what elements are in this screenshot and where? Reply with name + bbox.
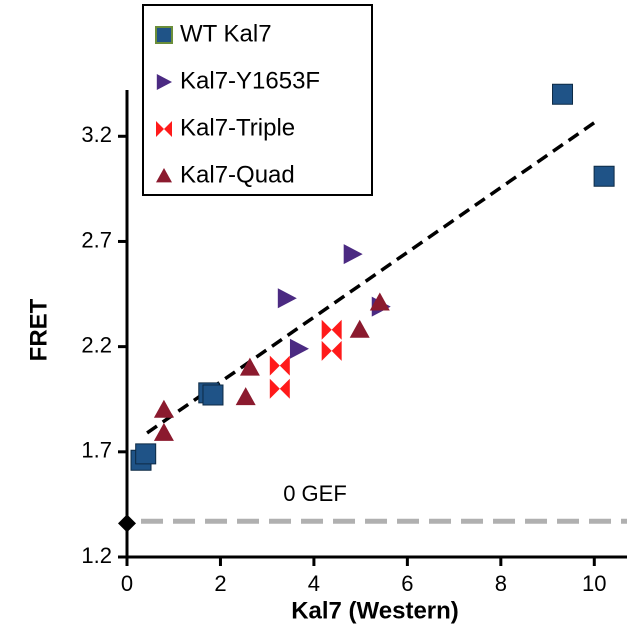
y-tick-label: 2.7 <box>81 227 112 252</box>
x-tick-label: 8 <box>495 571 507 596</box>
legend-label: Kal7-Triple <box>180 114 295 141</box>
legend-marker <box>155 26 173 44</box>
point <box>269 378 290 399</box>
point <box>343 244 363 265</box>
legend-box <box>142 4 373 196</box>
zero-point <box>118 514 136 533</box>
legend-label: Kal7-Y1653F <box>180 67 320 94</box>
point <box>153 399 174 418</box>
legend-marker <box>156 74 172 90</box>
point <box>153 422 174 441</box>
legend-marker <box>156 168 172 183</box>
y-tick-label: 1.7 <box>81 438 112 463</box>
reference-label: 0 GEF <box>283 481 347 506</box>
y-axis-title: FRET <box>25 298 52 361</box>
point <box>277 288 297 309</box>
y-tick-label: 2.2 <box>81 332 112 357</box>
point <box>202 384 224 406</box>
point <box>349 319 370 338</box>
point <box>269 355 290 376</box>
point <box>235 387 256 406</box>
x-tick-label: 6 <box>401 571 413 596</box>
x-axis-title: Kal7 (Western) <box>291 597 459 624</box>
x-tick-label: 2 <box>214 571 226 596</box>
legend-label: Kal7-Quad <box>180 161 295 188</box>
point <box>135 443 157 465</box>
legend-marker <box>156 121 172 137</box>
point <box>369 292 390 311</box>
point <box>239 357 260 376</box>
point <box>593 165 615 187</box>
y-tick-label: 1.2 <box>81 543 112 568</box>
x-tick-label: 0 <box>121 571 133 596</box>
x-tick-label: 10 <box>582 571 606 596</box>
point <box>321 319 342 340</box>
trend-line <box>146 118 600 435</box>
point <box>289 338 309 359</box>
y-tick-label: 3.2 <box>81 122 112 147</box>
point <box>552 83 574 105</box>
point <box>321 340 342 361</box>
legend-label: WT Kal7 <box>180 20 272 47</box>
x-tick-label: 4 <box>308 571 320 596</box>
